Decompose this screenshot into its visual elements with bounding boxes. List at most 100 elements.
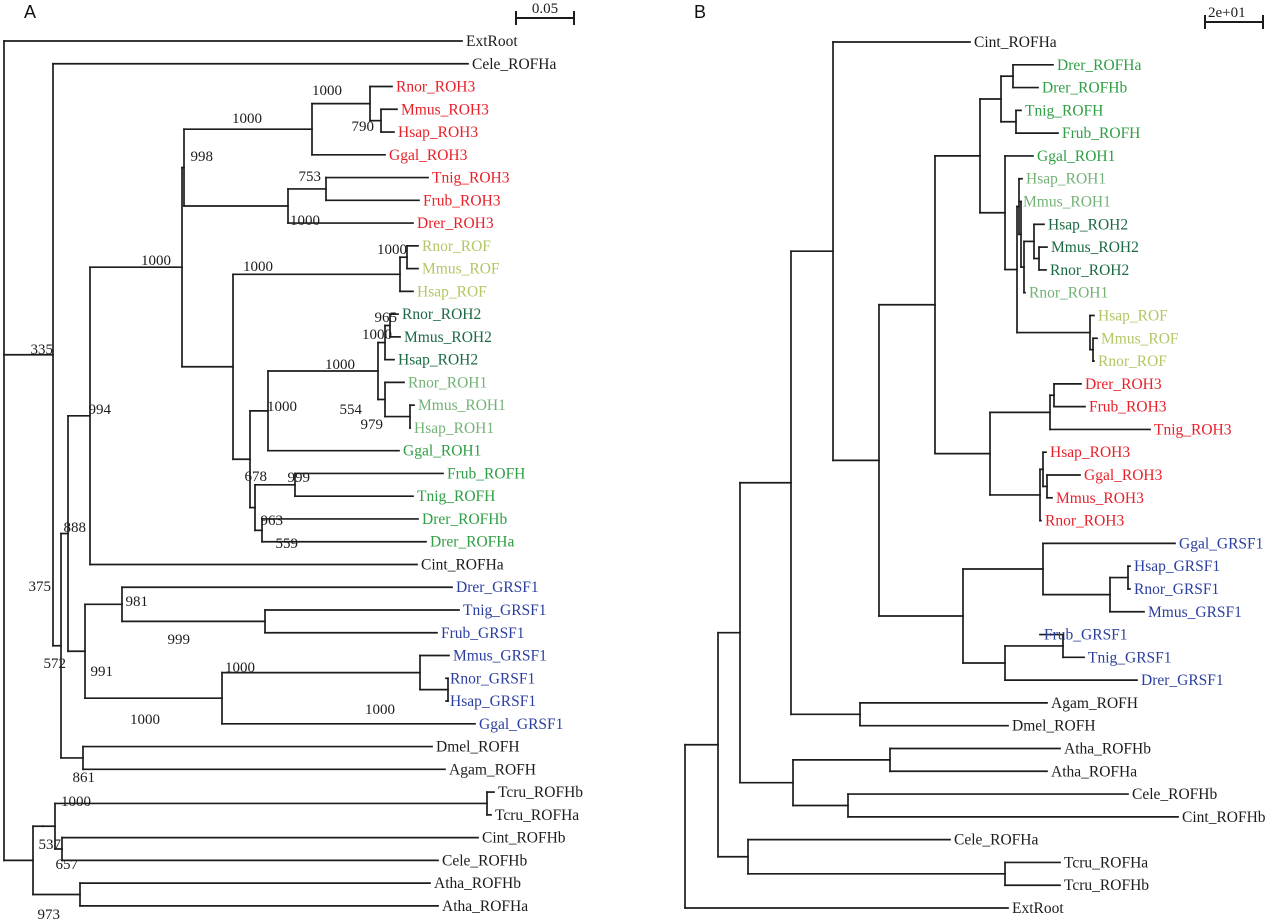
panel-b-label: B [694, 2, 707, 22]
bootstrap-value: 994 [89, 402, 112, 418]
taxon-label: Tnig_GRSF1 [463, 602, 547, 619]
taxon-label: Rnor_GRSF1 [1134, 581, 1219, 598]
taxon-label: Mmus_GRSF1 [1148, 604, 1242, 621]
taxon-label: Tcru_ROFHb [498, 784, 583, 801]
bootstrap-value: 1000 [61, 794, 91, 810]
bootstrap-value: 861 [73, 770, 96, 786]
bootstrap-value: 991 [91, 664, 114, 680]
taxon-label: Cint_ROFHb [1182, 809, 1266, 826]
taxon-label: Frub_GRSF1 [1044, 627, 1128, 644]
taxon-label: Ggal_ROH3 [389, 147, 468, 164]
bootstrap-value: 537 [39, 837, 62, 853]
taxon-label: Cele_ROFHa [954, 832, 1039, 849]
taxon-label: Frub_ROH3 [1089, 399, 1167, 416]
panel-a-label: A [24, 2, 37, 22]
taxon-label: Hsap_ROH2 [398, 352, 478, 369]
bootstrap-value: 981 [126, 594, 149, 610]
taxon-label: Hsap_ROH3 [1050, 444, 1130, 461]
bootstrap-value: 1000 [325, 357, 355, 373]
taxon-label: Cele_ROFHb [442, 852, 528, 869]
taxon-label: Rnor_ROH1 [408, 374, 487, 391]
taxon-label: Agam_ROFH [449, 761, 536, 778]
bootstrap-value: 979 [361, 417, 384, 433]
scale-bar-b: 2e+01 [1204, 5, 1264, 29]
taxon-label: Frub_ROFH [447, 465, 525, 482]
bootstrap-value: 965 [375, 310, 398, 326]
bootstrap-value: 1000 [225, 660, 255, 676]
taxon-label: Ggal_GRSF1 [479, 716, 563, 733]
taxon-label: Drer_ROH3 [1085, 376, 1162, 393]
taxon-label: Rnor_ROF [422, 238, 491, 255]
taxon-label: Mmus_ROF [422, 261, 500, 278]
bootstrap-value: 1000 [290, 213, 320, 229]
taxon-label: Atha_ROFHa [1051, 763, 1137, 780]
taxon-label: Rnor_ROH2 [1050, 262, 1129, 279]
taxon-label: Tcru_ROFHa [495, 807, 579, 824]
bootstrap-value: 1000 [267, 399, 297, 415]
taxon-label: ExtRoot [1012, 900, 1064, 917]
scale-bar-b-value: 2e+01 [1208, 5, 1246, 21]
taxon-label: Rnor_ROH2 [402, 306, 481, 323]
bootstrap-value: 1000 [141, 253, 171, 269]
taxon-label: Mmus_ROH2 [404, 329, 492, 346]
taxon-label: Hsap_ROF [417, 283, 487, 300]
taxon-label: Cint_ROFHa [974, 34, 1057, 51]
taxon-label: Atha_ROFHb [1064, 740, 1151, 757]
bootstrap-value: 678 [245, 469, 268, 485]
taxon-label: Rnor_ROF [1098, 353, 1167, 370]
taxon-label: Mmus_ROH1 [1023, 194, 1111, 211]
bootstrap-value: 1000 [130, 712, 160, 728]
taxon-label: Dmel_ROFH [1012, 718, 1096, 735]
bootstrap-value: 999 [288, 470, 311, 486]
bootstrap-value: 998 [191, 149, 214, 165]
bootstrap-value: 1000 [312, 83, 342, 99]
bootstrap-value: 1000 [243, 259, 273, 275]
bootstrap-value: 973 [38, 907, 61, 923]
taxon-label: Hsap_ROH1 [414, 420, 494, 437]
bootstrap-value: 572 [44, 656, 67, 672]
phylo-tree-panel-a: ExtRoot Cele_ROFHa Rnor_ROH3 Mmus_ROH3 Hsap_… [3, 33, 583, 923]
taxon-label: Hsap_GRSF1 [450, 693, 536, 710]
taxon-label: Drer_GRSF1 [1141, 672, 1224, 689]
bootstrap-value: 375 [29, 579, 52, 595]
taxon-label: Tnig_ROFH [1025, 102, 1103, 119]
taxon-label: Atha_ROFHa [442, 898, 528, 915]
taxon-label: Mmus_GRSF1 [453, 648, 547, 665]
bootstrap-value: 753 [299, 169, 322, 185]
bootstrap-value: 335 [31, 342, 54, 358]
bootstrap-value: 1000 [232, 111, 262, 127]
taxon-label: Tcru_ROFHa [1064, 854, 1148, 871]
taxon-label: Mmus_ROH3 [1056, 490, 1144, 507]
bootstrap-value: 963 [261, 513, 284, 529]
bootstrap-value: 790 [352, 119, 375, 135]
taxon-label: Hsap_ROH2 [1048, 216, 1128, 233]
taxon-label: Tnig_ROH3 [432, 170, 510, 187]
bootstrap-value: 657 [56, 857, 79, 873]
taxon-label: Mmus_ROF [1101, 330, 1179, 347]
taxon-label: Hsap_ROF [1098, 307, 1168, 324]
taxon-label: Mmus_ROH2 [1051, 239, 1139, 256]
taxon-label: Hsap_GRSF1 [1134, 558, 1220, 575]
bootstrap-value: 1000 [377, 242, 407, 258]
taxon-label: Hsap_ROH3 [398, 124, 478, 141]
bootstrap-value: 999 [168, 632, 191, 648]
taxon-label: Dmel_ROFH [436, 739, 520, 756]
taxon-label: Cint_ROFHb [482, 830, 566, 847]
taxon-label: Cint_ROFHa [421, 556, 504, 573]
taxon-label: Tnig_ROH3 [1154, 421, 1232, 438]
taxon-label: Rnor_GRSF1 [450, 670, 535, 687]
taxon-label: Drer_ROFHa [430, 534, 514, 551]
taxon-label: Tcru_ROFHb [1064, 877, 1149, 894]
taxon-label: Ggal_ROH1 [403, 443, 481, 460]
taxon-label: Drer_GRSF1 [456, 579, 539, 596]
bootstrap-value: 888 [64, 520, 87, 536]
taxon-label: Ggal_ROH3 [1084, 467, 1163, 484]
taxon-label: ExtRoot [466, 33, 518, 50]
taxon-label: Drer_ROH3 [417, 215, 494, 232]
taxon-label: Drer_ROFHa [1057, 57, 1141, 74]
taxon-label: Tnig_GRSF1 [1088, 649, 1172, 666]
bootstrap-value: 559 [276, 536, 299, 552]
bootstrap-value: 1000 [362, 327, 392, 343]
